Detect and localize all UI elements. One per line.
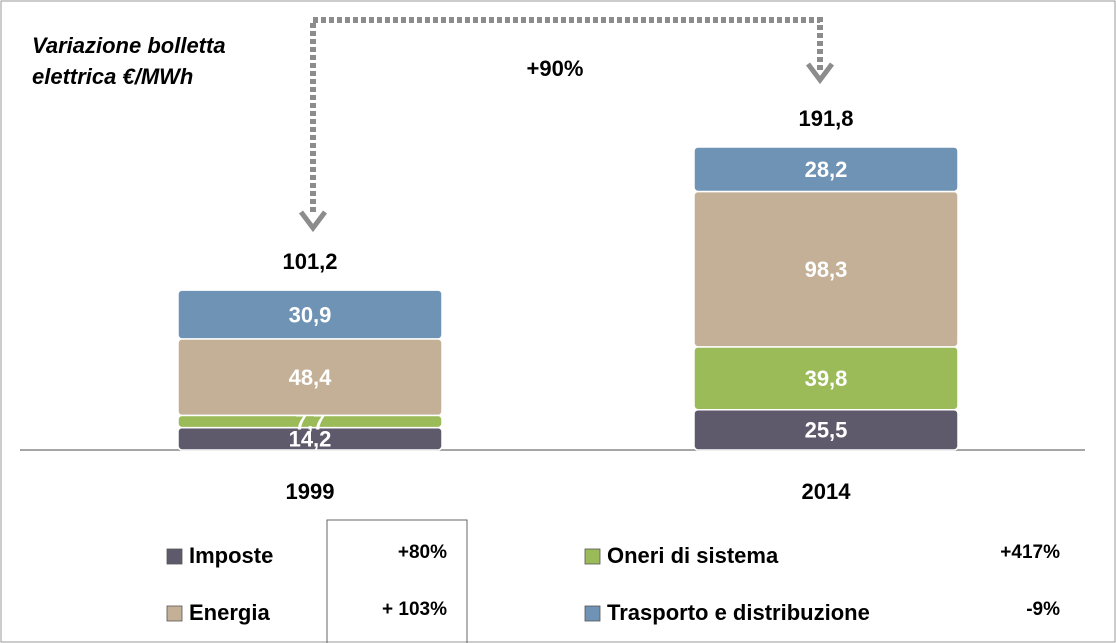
value-label: 48,4 — [289, 365, 333, 390]
legend-label: Energia — [189, 600, 270, 625]
value-label: 39,8 — [805, 366, 848, 391]
annotation: +90% — [527, 56, 584, 81]
legend-cell-box — [326, 519, 468, 643]
value-label: 14,2 — [289, 427, 332, 452]
legend-swatch — [584, 605, 601, 622]
arrow-head — [806, 62, 834, 85]
x-tick-label: 2014 — [802, 479, 852, 504]
total-label: 191,8 — [798, 106, 853, 131]
legend-label: Imposte — [189, 543, 273, 568]
arrow-head — [299, 210, 327, 233]
legend-change: +80% — [398, 542, 447, 563]
arrow-connector — [310, 17, 823, 212]
value-label: 25,5 — [805, 418, 848, 443]
value-label: 28,2 — [805, 157, 848, 182]
legend-change: + 103% — [382, 599, 447, 620]
legend-change: -9% — [1026, 599, 1060, 620]
bar-segment — [693, 146, 959, 193]
bar-segment — [177, 289, 443, 340]
legend-swatch — [166, 548, 183, 565]
legend-swatch — [584, 548, 601, 565]
legend-label: Oneri di sistema — [607, 543, 779, 568]
legend-label: Trasporto e distribuzione — [607, 600, 870, 625]
legend-swatch — [166, 605, 183, 622]
x-tick-label: 1999 — [286, 479, 335, 504]
chart-title: Variazione bolletta elettrica €/MWh — [32, 33, 226, 89]
value-label: 98,3 — [805, 257, 848, 282]
legend-change: +417% — [1000, 542, 1060, 563]
total-label: 101,2 — [282, 249, 337, 274]
value-label: 30,9 — [289, 302, 332, 327]
